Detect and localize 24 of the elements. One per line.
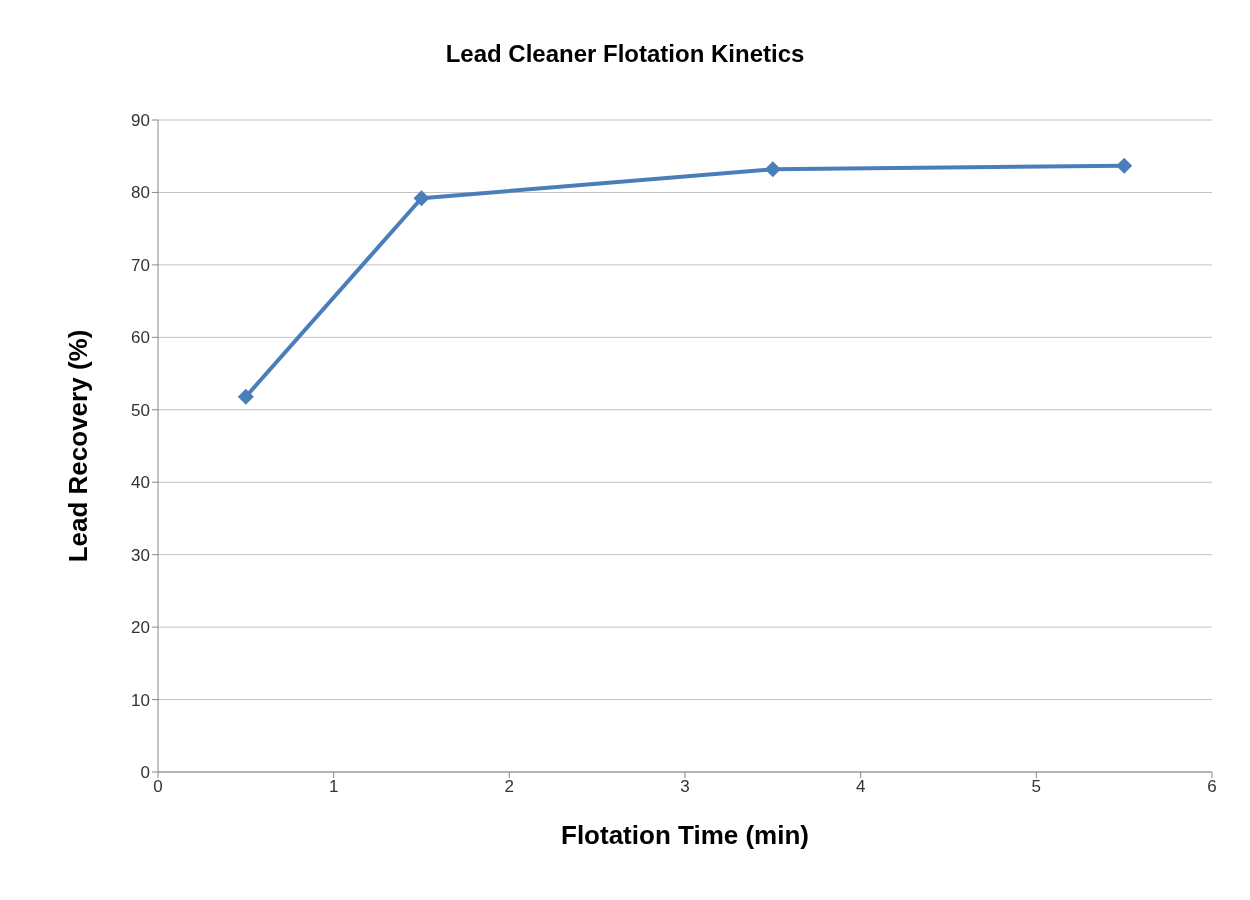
y-axis-title: Lead Recovery (%) <box>63 329 94 563</box>
y-tick-label: 40 <box>131 473 150 493</box>
y-tick-label: 60 <box>131 328 150 348</box>
chart-title: Lead Cleaner Flotation Kinetics <box>444 40 806 68</box>
y-tick-label: 70 <box>131 255 150 275</box>
x-tick-label: 3 <box>680 777 690 797</box>
x-tick-label: 5 <box>1031 777 1042 797</box>
point <box>413 190 430 207</box>
x-axis-title: Flotation Time (min) <box>561 820 809 850</box>
x-tick-label: 4 <box>855 777 866 797</box>
y-tick-label: 0 <box>140 763 150 783</box>
y-tick-label: 90 <box>131 111 150 131</box>
x-tick-label: 6 <box>1207 777 1217 797</box>
point <box>1116 157 1133 174</box>
x-tick-label: 2 <box>504 777 515 797</box>
y-tick-label: 80 <box>131 183 150 203</box>
y-tick-label: 20 <box>131 618 150 638</box>
x-tick-label: 0 <box>153 777 163 797</box>
point <box>237 388 254 405</box>
x-tick-label: 1 <box>328 777 339 797</box>
point <box>764 161 781 178</box>
y-tick-label: 50 <box>131 400 150 420</box>
y-tick-label: 30 <box>131 545 150 565</box>
y-tick-label: 10 <box>131 690 150 710</box>
